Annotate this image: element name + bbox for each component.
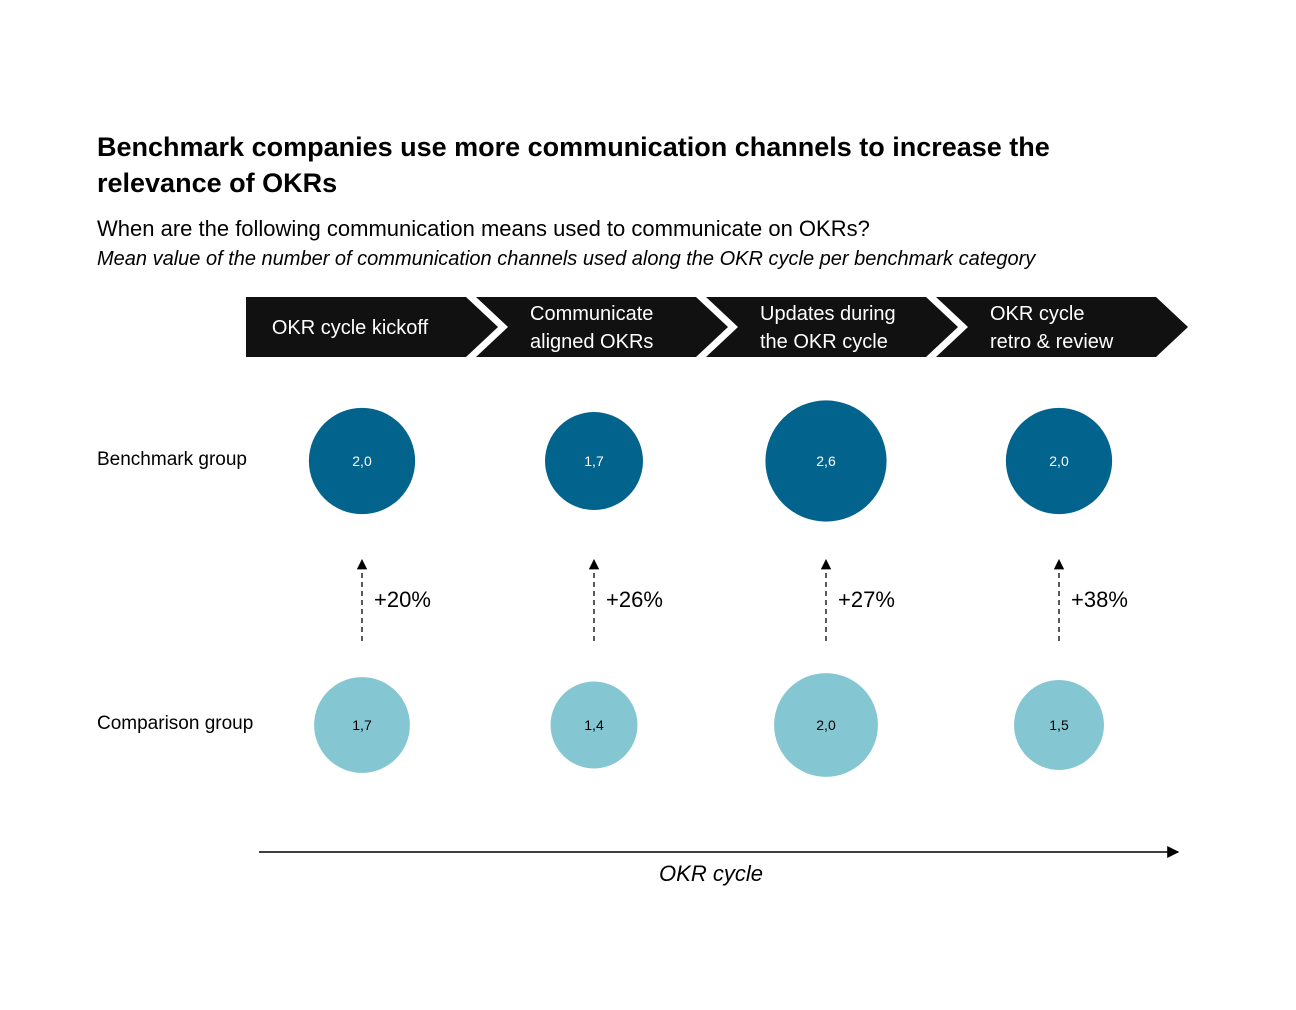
stage-chevron	[476, 297, 728, 357]
bubble	[545, 412, 643, 510]
stage-label: OKR cycle	[990, 303, 1084, 325]
axis-label: OKR cycle	[659, 861, 763, 886]
bubble-value-label: 1,5	[1049, 717, 1069, 733]
bubble	[765, 400, 887, 522]
chart-title: Benchmark companies use more communicati…	[97, 132, 1050, 198]
bubble	[314, 677, 410, 773]
stage-label: the OKR cycle	[760, 331, 888, 353]
difference-label: +27%	[838, 587, 895, 612]
stage-chevron	[246, 297, 498, 357]
stage-label: retro & review	[990, 331, 1114, 353]
difference-label: +20%	[374, 587, 431, 612]
stage-label: OKR cycle kickoff	[272, 317, 429, 339]
bubble-value-label: 1,4	[584, 717, 604, 733]
stage-chevron	[706, 297, 958, 357]
bubble	[1014, 680, 1104, 770]
bubble	[550, 681, 638, 769]
bubble	[308, 407, 416, 515]
stage-label: Communicate	[530, 303, 653, 325]
chart-subtitle: When are the following communication mea…	[97, 216, 870, 241]
bubble-value-label: 2,6	[816, 453, 836, 469]
bubble	[774, 673, 878, 777]
bubble-value-label: 1,7	[352, 717, 372, 733]
bubble-value-label: 2,0	[816, 717, 836, 733]
bubble-value-label: 2,0	[1049, 453, 1069, 469]
stage-label: aligned OKRs	[530, 331, 653, 353]
chart-note: Mean value of the number of communicatio…	[97, 248, 1036, 270]
row-label: Benchmark group	[97, 449, 247, 470]
bubble	[1005, 407, 1113, 515]
row-label: Comparison group	[97, 713, 253, 734]
bubble-value-label: 1,7	[584, 453, 604, 469]
stage-chevron	[936, 297, 1188, 357]
difference-label: +38%	[1071, 587, 1128, 612]
stage-label: Updates during	[760, 303, 896, 325]
bubble-value-label: 2,0	[352, 453, 372, 469]
difference-label: +26%	[606, 587, 663, 612]
